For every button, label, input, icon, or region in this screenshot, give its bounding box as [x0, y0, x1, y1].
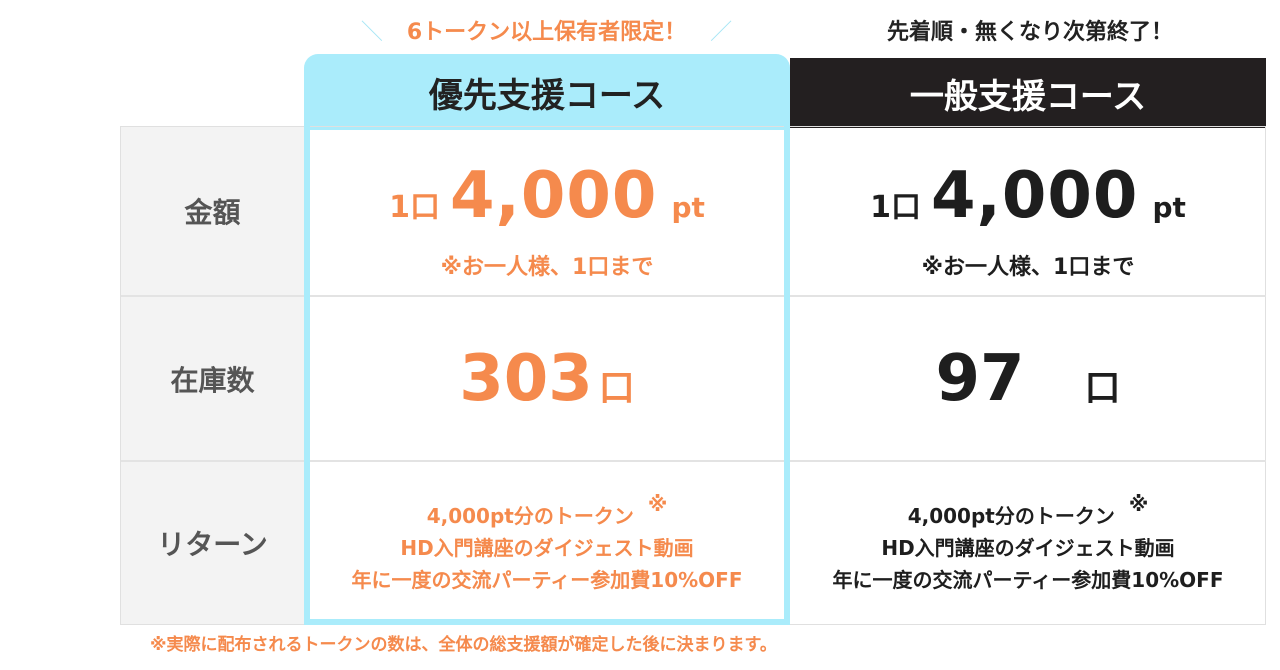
right-slash-decoration: ／ [710, 20, 733, 45]
stock-unit: 口 [1084, 367, 1121, 409]
stock-count: 303 [459, 341, 593, 416]
return-item: HD入門講座のダイジェスト動画 [400, 536, 694, 560]
return-item: HD入門講座のダイジェスト動画 [881, 536, 1175, 560]
return-item: 年に一度の交流パーティー参加費10%OFF [351, 568, 743, 592]
price-amount: 4,000 [450, 159, 658, 233]
price-prefix: 1口 [870, 190, 921, 225]
stock-count: 97 [935, 341, 1025, 416]
return-row-label: リターン [157, 528, 268, 561]
priority-stock-cell: 303 口 [310, 297, 784, 460]
general-tagline: 先着順・無くなり次第終了！ [886, 20, 1173, 45]
row-divider [121, 295, 1266, 297]
price-unit: pt [1152, 191, 1186, 224]
priority-tagline-text: 6トークン以上保有者限定！ [406, 20, 687, 45]
return-footnote-mark: ※ [647, 492, 668, 516]
row-divider [121, 460, 1266, 462]
priority-returns-cell: 4,000pt分のトークン ※ HD入門講座のダイジェスト動画 年に一度の交流パー… [310, 478, 784, 618]
price-note: ※お一人様、1口まで [440, 255, 654, 280]
amount-row-label: 金額 [184, 196, 241, 229]
return-footnote-mark: ※ [1128, 492, 1149, 516]
priority-tagline: ＼ 6トークン以上保有者限定！ ／ [305, 10, 788, 50]
priority-column-frame [304, 126, 790, 625]
return-item: 4,000pt分のトークン ※ [426, 492, 668, 532]
left-slash-decoration: ＼ [360, 20, 383, 45]
return-item-text: 4,000pt分のトークン [426, 504, 634, 528]
general-amount-cell: 1口 4,000 pt ※お一人様、1口まで [790, 150, 1266, 290]
price-unit: pt [671, 191, 705, 224]
priority-amount-cell: 1口 4,000 pt ※お一人様、1口まで [310, 150, 784, 290]
footnote: ※実際に配布されるトークンの数は、全体の総支援額が確定した後に決まります。 [150, 634, 777, 655]
return-item: 4,000pt分のトークン ※ [907, 492, 1149, 532]
general-stock-cell: 97 口 [790, 297, 1266, 460]
return-item-text: 4,000pt分のトークン [907, 504, 1115, 528]
price-amount: 4,000 [931, 159, 1139, 233]
stock-unit: 口 [598, 367, 635, 409]
stock-row-label: 在庫数 [170, 363, 255, 397]
return-item: 年に一度の交流パーティー参加費10%OFF [832, 568, 1224, 592]
price-note: ※お一人様、1口まで [921, 255, 1135, 280]
price-prefix: 1口 [389, 190, 440, 225]
general-course-header: 一般支援コース [790, 58, 1266, 128]
row-label-column [121, 127, 304, 624]
priority-course-header: 優先支援コース [304, 54, 790, 130]
general-stock: 97 口 [935, 342, 1120, 416]
priority-stock: 303 口 [459, 342, 635, 416]
general-price: 1口 4,000 pt [870, 159, 1186, 233]
priority-price: 1口 4,000 pt [389, 159, 705, 233]
general-returns-cell: 4,000pt分のトークン ※ HD入門講座のダイジェスト動画 年に一度の交流パー… [790, 478, 1266, 618]
